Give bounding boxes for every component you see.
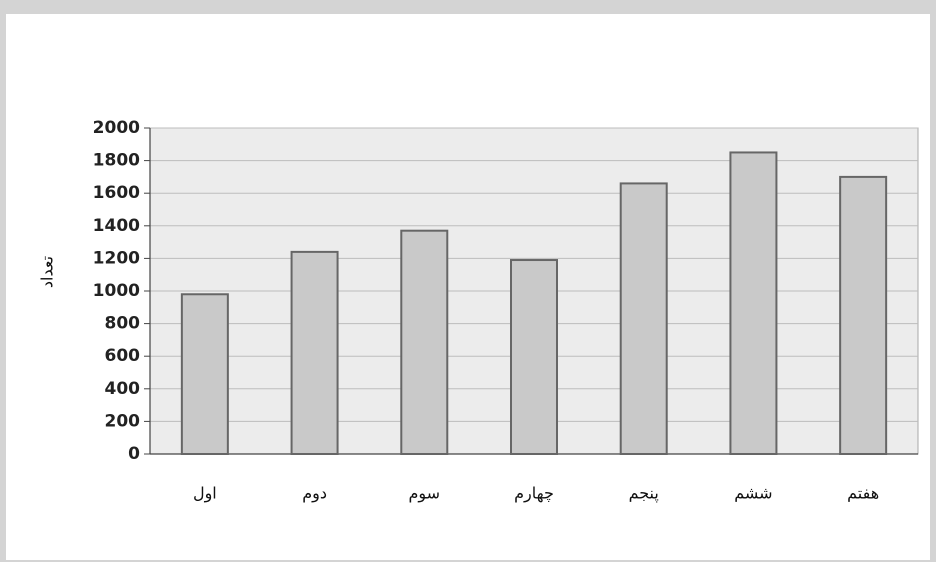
y-tick-label: 2000 (93, 118, 140, 138)
bar (180, 293, 229, 456)
x-category-label: سوم (408, 484, 440, 504)
y-axis-ticks: 0 200 400 600 800 1000 1200 1400 1600 1800 2000 (93, 118, 918, 464)
y-tick-label: 600 (105, 346, 141, 366)
y-tick-label: 400 (105, 379, 141, 399)
y-tick-label: 1200 (93, 248, 140, 268)
y-tick-label: 1400 (93, 216, 140, 236)
x-category-label: دوم (302, 484, 327, 504)
x-category-label: هفتم (847, 484, 879, 503)
bar (619, 182, 668, 455)
bar (729, 151, 778, 455)
bar (839, 175, 888, 455)
y-tick-label: 1800 (93, 151, 140, 171)
bar (510, 259, 558, 455)
y-tick-label: 0 (128, 444, 140, 464)
x-category-label: ششم (734, 484, 772, 503)
y-tick-label: 1000 (93, 281, 140, 301)
y-tick-label: 800 (105, 314, 141, 334)
y-axis-label: تعداد (38, 256, 57, 288)
y-tick-label: 200 (105, 411, 141, 431)
bars (180, 151, 888, 456)
y-tick-label: 1600 (93, 183, 140, 203)
bar (400, 229, 449, 455)
x-category-label: چهارم (514, 484, 554, 504)
x-axis-categories: اول دوم سوم چهارم پنجم ششم هفتم (193, 484, 879, 504)
bar (290, 250, 339, 455)
x-category-label: اول (193, 484, 217, 504)
x-category-label: پنجم (629, 484, 659, 504)
